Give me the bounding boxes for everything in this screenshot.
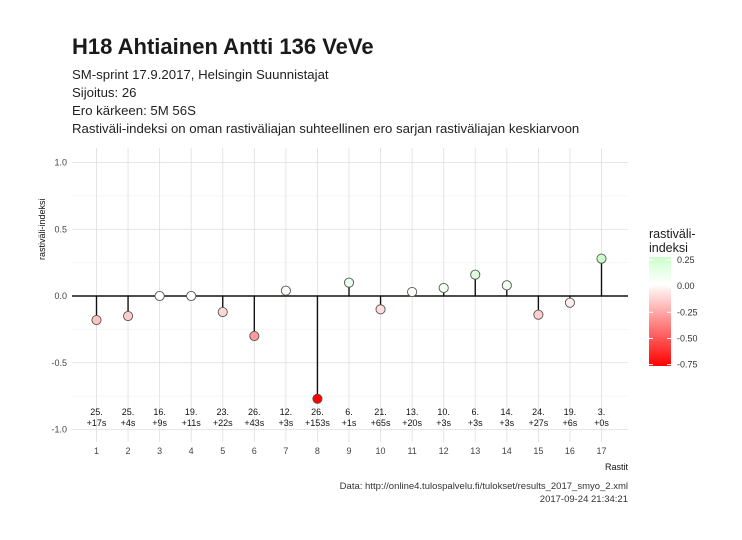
x-tick-label: 11 (407, 446, 416, 456)
subtitle-gap: Ero kärkeen: 5M 56S (72, 103, 196, 118)
chart-title: H18 Ahtiainen Antti 136 VeVe (72, 34, 374, 59)
point-10 (375, 304, 386, 315)
x-tick-label: 2 (126, 446, 131, 456)
time-behind-label-8: +153s (305, 418, 330, 428)
time-behind-label-12: +3s (436, 418, 451, 428)
x-tick-label: 8 (315, 446, 320, 456)
point-4 (186, 290, 197, 302)
y-tick-label: 1.0 (54, 158, 67, 168)
time-behind-label-4: +11s (182, 418, 202, 428)
point-1 (91, 314, 102, 326)
split-rank-label-1: 25. (90, 407, 103, 417)
color-legend: rastiväli- indeksi 0.25 0.00 -0.25 -0.50 -0.… (649, 227, 698, 370)
split-rank-label-12: 10. (437, 407, 450, 417)
legend-label: 0.00 (677, 281, 695, 291)
time-behind-label-13: +3s (468, 418, 483, 428)
legend-title-line2: indeksi (649, 241, 688, 255)
x-tick-label: 7 (283, 446, 288, 456)
x-tick-label: 3 (157, 446, 162, 456)
x-tick-label: 17 (596, 446, 606, 456)
point-2 (123, 310, 134, 322)
time-behind-label-5: +22s (213, 418, 233, 428)
x-tick-label: 9 (346, 446, 351, 456)
legend-label: 0.25 (677, 255, 695, 265)
point-9 (343, 277, 355, 288)
subtitle-placement: Sijoitus: 26 (72, 85, 137, 100)
split-rank-label-13: 6. (471, 407, 479, 417)
chart-caption: Data: http://online4.tulospalvelu.fi/tul… (340, 480, 628, 506)
split-rank-label-16: 19. (564, 407, 577, 417)
point-13 (470, 269, 481, 280)
y-tick-label: 0.5 (54, 224, 67, 234)
time-behind-label-15: +27s (528, 418, 548, 428)
time-behind-label-3: +9s (152, 418, 167, 428)
y-tick-label: 0.0 (54, 291, 67, 301)
time-behind-label-10: +65s (371, 418, 391, 428)
split-rank-label-10: 21. (374, 407, 387, 417)
point-12 (438, 282, 449, 294)
y-tick-label: -1.0 (51, 425, 67, 435)
lollipop-points (91, 253, 607, 404)
split-rank-label-6: 26. (248, 407, 261, 417)
caption-source: Data: http://online4.tulospalvelu.fi/tul… (339, 481, 628, 492)
chart-subtitle: SM-sprint 17.9.2017, Helsingin Suunnista… (72, 66, 579, 138)
time-behind-label-17: +0s (594, 418, 609, 428)
legend-label: -0.25 (677, 307, 698, 317)
x-tick-label: 13 (470, 446, 480, 456)
time-behind-label-6: +43s (244, 418, 264, 428)
x-tick-label: 15 (533, 446, 543, 456)
axes: -1.0-0.50.00.51.01 2 3 4 5 6 7 8 9 10 11 12 13 14 15 16… (37, 158, 628, 473)
split-rank-label-9: 6. (345, 407, 353, 417)
subtitle-description: Rastiväli-indeksi on oman rastiväliajan … (72, 121, 580, 136)
y-tick-label: -0.5 (51, 358, 67, 368)
point-17 (596, 253, 607, 264)
subtitle-event: SM-sprint 17.9.2017, Helsingin Suunnista… (72, 67, 329, 82)
point-7 (280, 285, 291, 296)
x-tick-label: 10 (376, 446, 386, 456)
x-tick-label: 16 (565, 446, 575, 456)
split-rank-label-17: 3. (598, 407, 606, 417)
x-tick-label: 6 (252, 446, 257, 456)
time-behind-label-16: +6s (563, 418, 578, 428)
split-rank-label-5: 23. (216, 407, 229, 417)
split-rank-label-7: 12. (280, 407, 293, 417)
x-tick-label: 4 (189, 446, 194, 456)
time-behind-label-11: +20s (402, 418, 422, 428)
point-6 (249, 330, 260, 342)
split-labels: 25.+17s25.+4s16.+9s19.+11s23.+22s26.+43s… (87, 407, 610, 428)
x-tick-label: 5 (220, 446, 225, 456)
point-11 (407, 286, 418, 298)
time-behind-label-2: +4s (121, 418, 136, 428)
y-axis-title: rastiväli-indeksi (37, 198, 47, 260)
plot-panel (72, 148, 628, 442)
point-15 (533, 309, 544, 320)
panel-background (72, 148, 628, 442)
x-axis-title: Rastit (605, 462, 629, 472)
x-tick-label: 14 (502, 446, 512, 456)
x-tick-label: 1 (94, 446, 99, 456)
x-tick-label: 12 (439, 446, 449, 456)
time-behind-label-14: +3s (499, 418, 514, 428)
time-behind-label-7: +3s (278, 418, 293, 428)
split-rank-label-3: 16. (153, 407, 166, 417)
time-behind-label-1: +17s (87, 418, 107, 428)
split-rank-label-4: 19. (185, 407, 198, 417)
point-5 (217, 306, 228, 318)
split-rank-label-8: 26. (311, 407, 324, 417)
legend-colorbar (649, 257, 671, 366)
point-8 (312, 393, 323, 404)
caption-timestamp: 2017-09-24 21:34:21 (539, 494, 628, 505)
split-rank-label-2: 25. (122, 407, 135, 417)
split-rank-label-11: 13. (406, 407, 419, 417)
legend-label: -0.50 (677, 333, 698, 343)
point-16 (564, 297, 575, 308)
point-14 (501, 280, 512, 291)
split-rank-label-14: 14. (501, 407, 514, 417)
time-behind-label-9: +1s (342, 418, 357, 428)
legend-title-line1: rastiväli- (649, 227, 696, 241)
legend-label: -0.75 (677, 360, 698, 370)
point-3 (154, 290, 165, 302)
split-rank-label-15: 24. (532, 407, 545, 417)
